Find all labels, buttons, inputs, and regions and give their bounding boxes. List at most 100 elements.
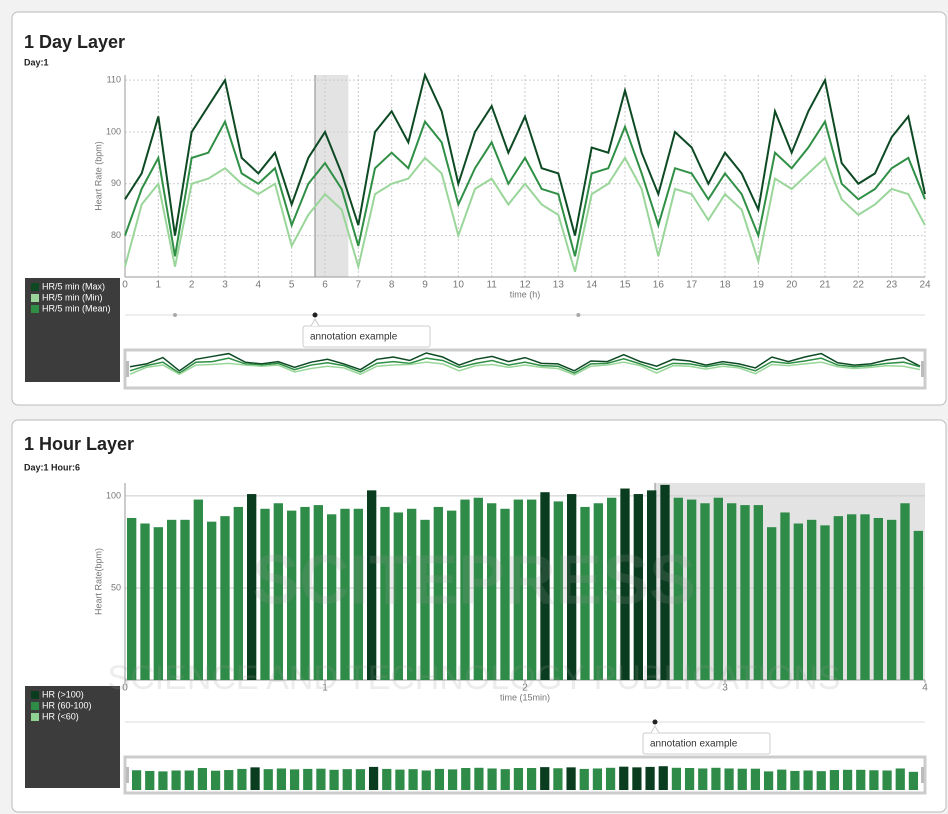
navigator-bar <box>250 767 260 790</box>
navigator-bar <box>171 770 181 790</box>
bar <box>447 510 457 680</box>
navigator-bar <box>368 766 379 790</box>
annotation-marker <box>173 313 177 317</box>
line-series <box>124 71 926 236</box>
x-tick-label: 1 <box>156 280 162 291</box>
x-tick-label: 24 <box>919 280 931 291</box>
bar <box>540 492 550 680</box>
bar <box>513 499 523 680</box>
navigator-bar <box>289 769 300 790</box>
bar <box>207 521 217 680</box>
x-tick-label: 7 <box>356 280 362 291</box>
navigator-bar <box>632 767 642 790</box>
y-axis-label: Heart Rate (bpm) <box>93 141 103 211</box>
x-tick-label: 2 <box>189 280 195 291</box>
bar <box>580 506 590 680</box>
bar <box>780 512 790 680</box>
legend-label: HR/5 min (Max) <box>42 281 105 291</box>
legend-label: HR (<60) <box>42 711 79 721</box>
navigator-bar <box>447 769 458 790</box>
x-tick-label: 5 <box>289 280 295 291</box>
navigator-handle <box>921 361 924 377</box>
bar <box>913 530 923 680</box>
navigator-bar <box>408 769 418 790</box>
x-tick-label: 0 <box>122 280 128 291</box>
annotation-pointer <box>310 317 320 327</box>
legend-swatch <box>31 283 39 291</box>
navigator-bar <box>342 769 352 790</box>
navigator-bar <box>869 770 879 790</box>
annotation-text: annotation example <box>310 332 398 343</box>
bar <box>833 516 843 680</box>
panel-title: 1 Hour Layer <box>24 434 134 454</box>
navigator-bar <box>553 768 563 790</box>
navigator-bar <box>487 768 497 790</box>
x-tick-label: 9 <box>422 280 428 291</box>
x-tick-label: 20 <box>786 280 798 291</box>
navigator-bar <box>605 767 616 790</box>
navigator-bar <box>763 771 774 790</box>
navigator-bar <box>566 767 576 790</box>
annotation-marker <box>576 313 581 317</box>
annotation-box <box>642 732 771 755</box>
bar <box>313 505 323 680</box>
bar <box>553 501 563 680</box>
bar <box>687 499 697 680</box>
x-tick-label: 14 <box>586 280 598 291</box>
x-tick-label: 3 <box>222 280 228 291</box>
bar <box>127 517 137 680</box>
navigator-bar <box>145 770 155 790</box>
navigator-bar <box>724 768 734 790</box>
panel-subtitle: Day:1 <box>24 57 49 67</box>
navigator-handle <box>126 361 129 377</box>
bar <box>633 494 643 680</box>
navigator-bar <box>500 769 510 790</box>
x-axis-label: time (h) <box>510 289 541 299</box>
navigator-bar <box>329 769 339 790</box>
bar <box>727 503 737 680</box>
bar <box>527 499 537 680</box>
bar <box>820 525 830 680</box>
annotation-marker <box>312 312 318 318</box>
annotation-text: annotation example <box>650 739 738 750</box>
bar <box>180 519 190 680</box>
navigator-bar <box>856 769 866 790</box>
x-tick-label: 16 <box>653 280 665 291</box>
legend-swatch <box>31 713 39 721</box>
navigator-bar <box>842 769 853 790</box>
x-tick-label: 3 <box>722 683 728 694</box>
x-tick-label: 11 <box>486 280 497 291</box>
bar <box>753 505 763 680</box>
navigator-bar <box>382 768 392 790</box>
watermark: SCITEPRESS <box>252 540 695 618</box>
navigator-bar <box>711 767 721 790</box>
navigator-bar <box>131 770 142 790</box>
navigator-bar <box>513 768 524 790</box>
annotation-box <box>302 325 431 348</box>
bar <box>607 497 617 680</box>
bar <box>247 494 257 680</box>
bar <box>887 519 897 680</box>
navigator-bar <box>684 768 695 790</box>
bar <box>900 503 910 680</box>
bar <box>873 517 883 680</box>
x-tick-label: 23 <box>886 280 898 291</box>
navigator-bar <box>263 769 273 790</box>
navigator-bar <box>816 771 826 790</box>
legend-label: HR (>100) <box>42 689 84 699</box>
x-axis-label: time (15min) <box>500 692 550 702</box>
navigator-line <box>129 352 921 372</box>
x-tick-label: 4 <box>256 280 262 291</box>
x-tick-label: 2 <box>522 683 528 694</box>
bar <box>673 497 683 680</box>
navigator-bar <box>750 768 761 790</box>
bar <box>287 510 297 680</box>
bar <box>380 506 390 680</box>
bar <box>713 497 723 680</box>
panel-title: 1 Day Layer <box>24 32 125 52</box>
y-axis-label: Heart Rate(bpm) <box>93 548 103 615</box>
navigator-bar <box>737 768 747 790</box>
legend-box <box>25 686 120 788</box>
legend-swatch <box>31 702 39 710</box>
